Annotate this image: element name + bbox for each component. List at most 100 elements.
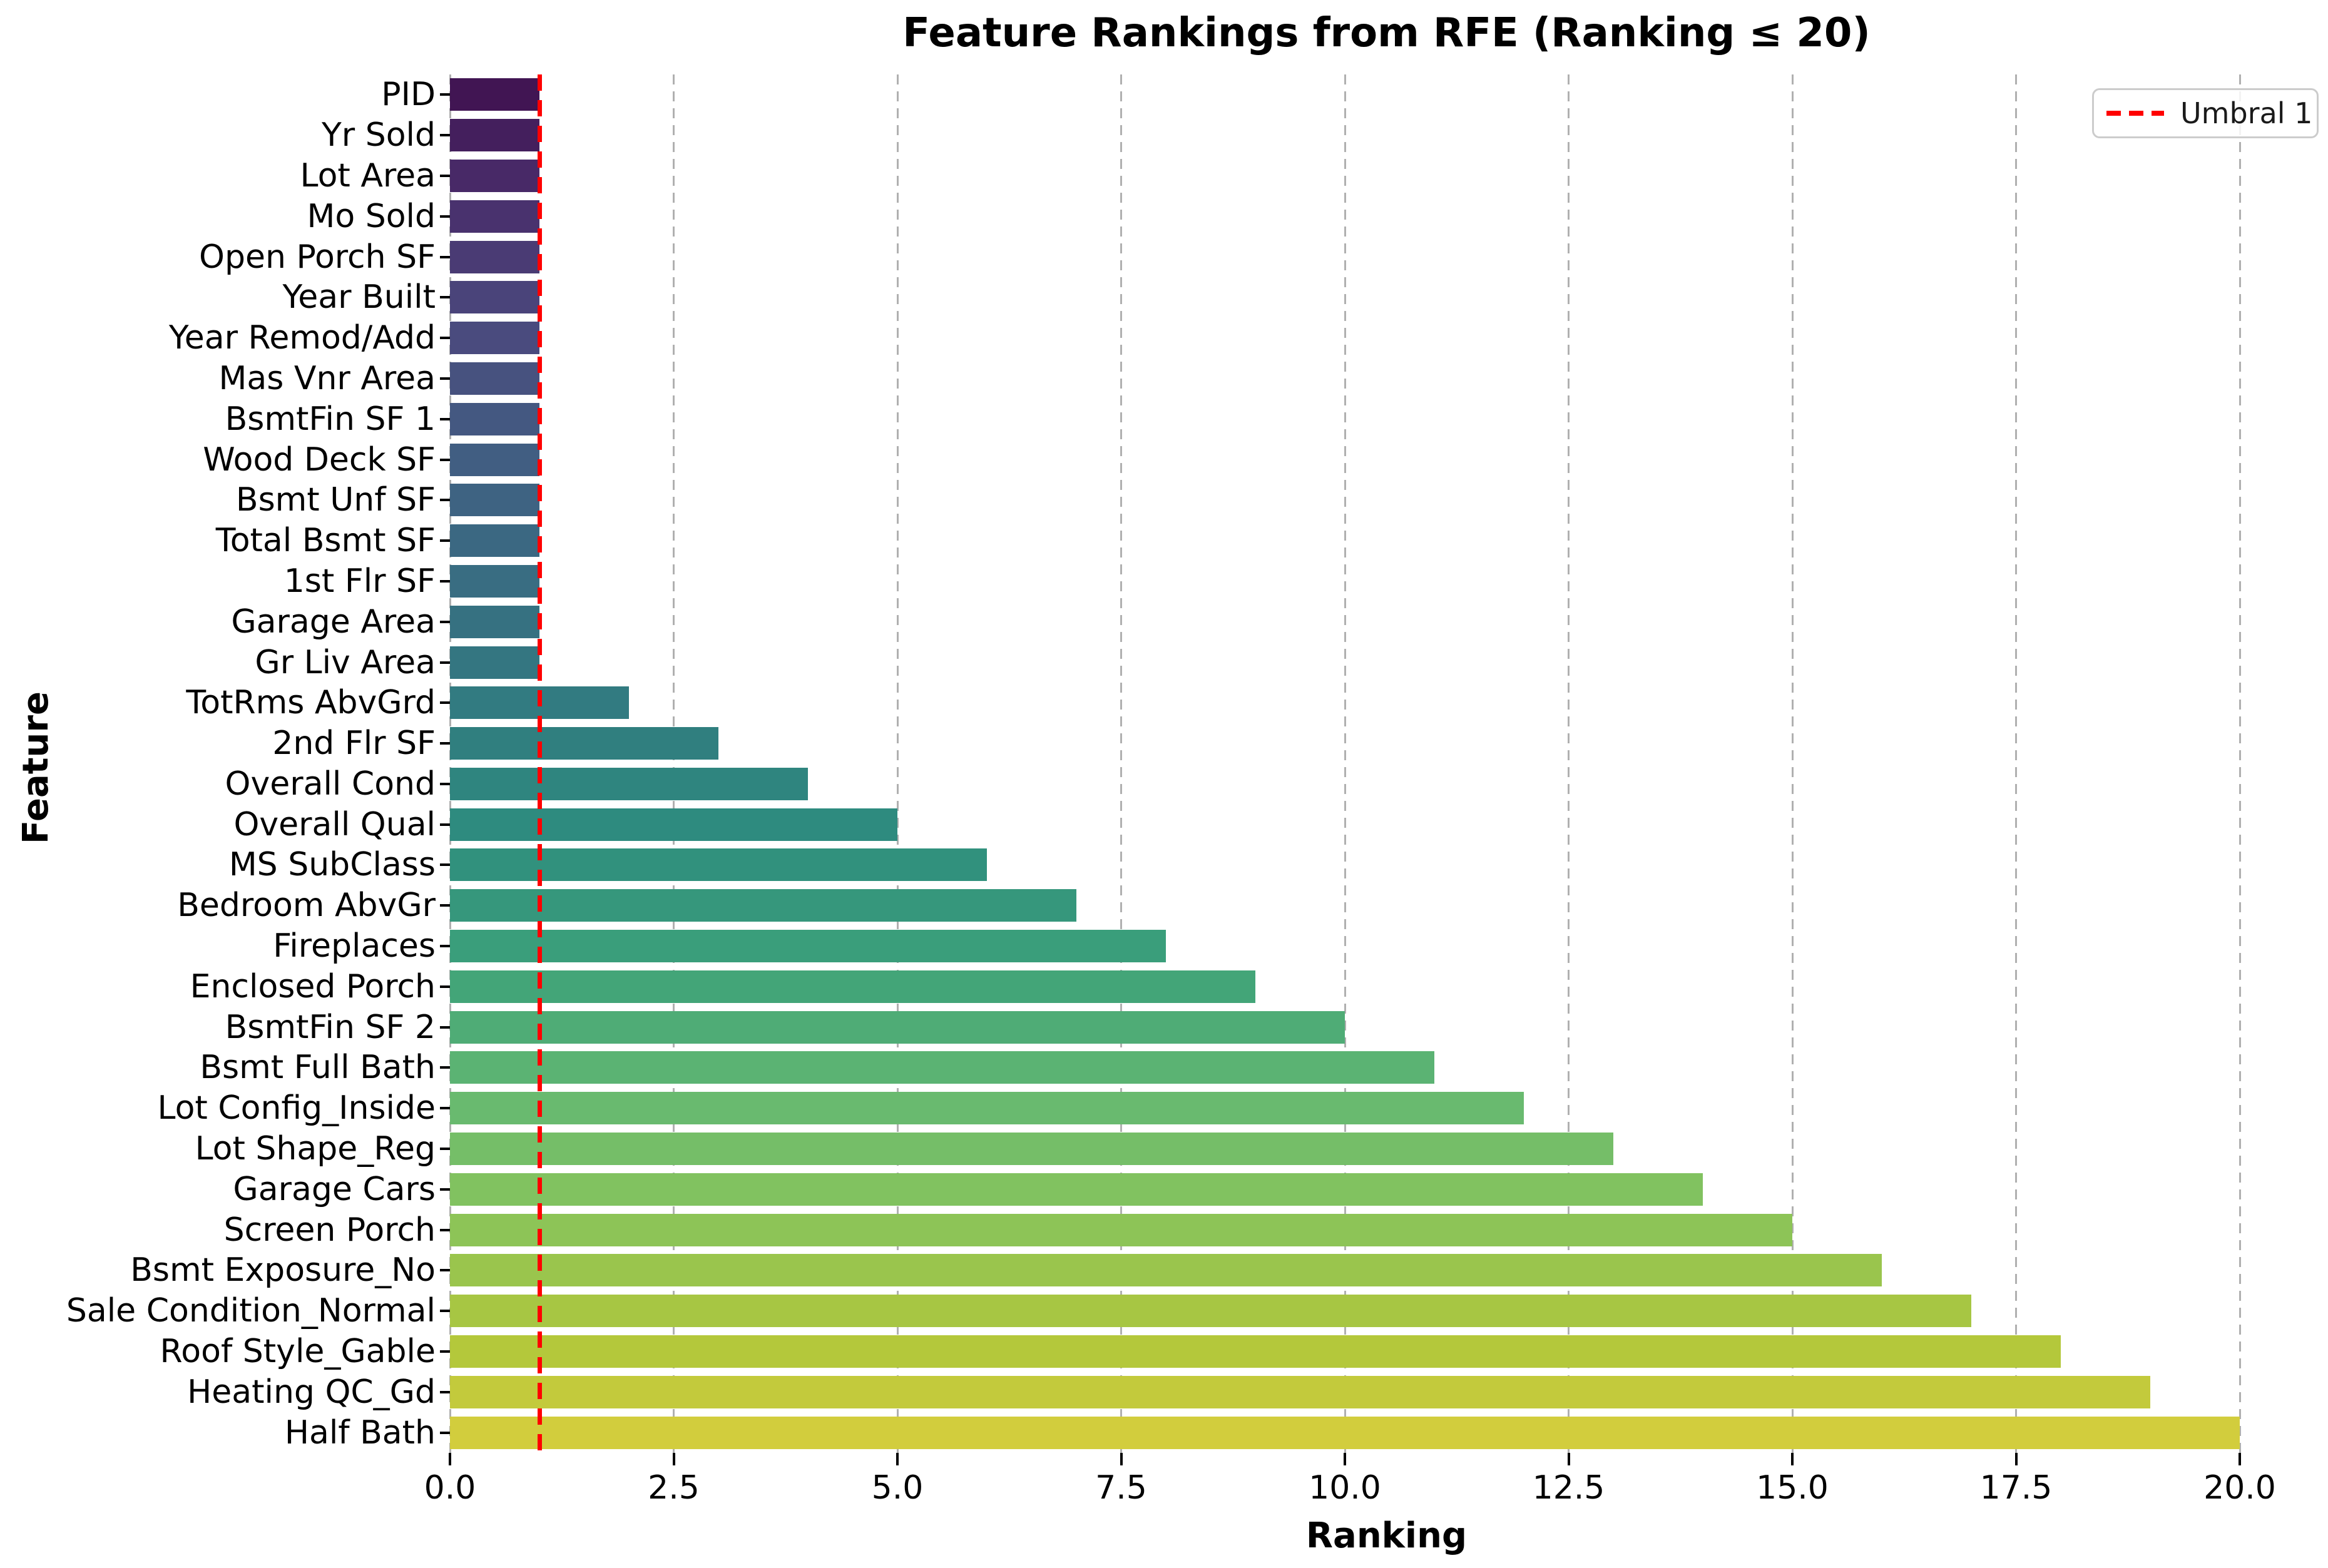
y-tick-label: Fireplaces [273, 927, 436, 965]
y-tick-label: Bsmt Full Bath [200, 1049, 436, 1087]
bar [450, 240, 539, 273]
bar [450, 1295, 1971, 1328]
bar [450, 1092, 1524, 1125]
x-tick-label: 12.5 [1532, 1469, 1605, 1507]
y-tick-mark [440, 1350, 450, 1353]
y-tick-mark [440, 134, 450, 137]
bar [450, 362, 539, 395]
y-tick-mark [440, 579, 450, 583]
y-tick-label: 1st Flr SF [283, 562, 436, 600]
x-tick-mark [1344, 1453, 1346, 1465]
y-tick-label: Screen Porch [223, 1211, 436, 1249]
bar [450, 1254, 1882, 1287]
bar [450, 767, 808, 800]
bar [450, 1213, 1792, 1246]
legend-label: Umbral 1 [2180, 96, 2313, 130]
y-tick-label: Bsmt Exposure_No [130, 1251, 436, 1290]
y-tick-label: Garage Cars [233, 1170, 436, 1208]
plot-area [449, 74, 2323, 1453]
y-tick-mark [440, 93, 450, 96]
bar [450, 78, 539, 111]
y-tick-label: Heating QC_Gd [187, 1373, 436, 1411]
y-tick-label: TotRms AbvGrd [186, 684, 436, 722]
y-tick-mark [440, 782, 450, 785]
y-tick-label: Sale Condition_Normal [66, 1292, 436, 1330]
bar [450, 1173, 1703, 1206]
y-tick-mark [440, 823, 450, 826]
bar [450, 1335, 2061, 1368]
y-tick-mark [440, 337, 450, 340]
x-gridline [1344, 74, 1346, 1453]
y-tick-label: PID [381, 76, 436, 114]
bar [450, 322, 539, 355]
bar [450, 564, 539, 598]
chart-title: Feature Rankings from RFE (Ranking ≤ 20) [902, 10, 1871, 56]
bar [450, 1416, 2240, 1449]
x-tick-mark [1120, 1453, 1123, 1465]
y-tick-label: Open Porch SF [199, 238, 436, 276]
y-tick-mark [440, 1269, 450, 1272]
x-tick-label: 7.5 [1095, 1469, 1147, 1507]
y-tick-mark [440, 1228, 450, 1231]
y-tick-mark [440, 661, 450, 664]
y-tick-label: Lot Area [300, 156, 436, 195]
bar [450, 200, 539, 233]
y-tick-label: MS SubClass [228, 846, 436, 884]
bar [450, 1051, 1434, 1084]
y-tick-label: Half Bath [284, 1413, 436, 1452]
x-tick-mark [896, 1453, 899, 1465]
bar [450, 970, 1255, 1003]
y-tick-mark [440, 1026, 450, 1029]
y-tick-label: Year Remod/Add [168, 319, 436, 357]
y-tick-mark [440, 215, 450, 218]
x-axis-label: Ranking [1305, 1515, 1468, 1556]
bar [450, 646, 539, 679]
y-tick-label: Yr Sold [322, 116, 436, 155]
bar [450, 159, 539, 192]
y-tick-label: Wood Deck SF [203, 440, 436, 479]
bar [450, 281, 539, 314]
y-tick-mark [440, 1390, 450, 1393]
x-tick-mark [672, 1453, 675, 1465]
y-tick-mark [440, 904, 450, 907]
y-tick-mark [440, 742, 450, 745]
x-tick-label: 17.5 [1979, 1469, 2053, 1507]
y-tick-label: BsmtFin SF 2 [225, 1008, 436, 1046]
bar [450, 808, 897, 841]
x-tick-label: 0.0 [424, 1469, 476, 1507]
x-tick-label: 20.0 [2203, 1469, 2276, 1507]
bar [450, 402, 539, 435]
x-gridline [673, 74, 675, 1453]
bar [450, 524, 539, 557]
y-tick-mark [440, 255, 450, 258]
bar [450, 889, 1076, 922]
x-tick-label: 15.0 [1756, 1469, 1829, 1507]
x-tick-label: 2.5 [648, 1469, 700, 1507]
bar [450, 443, 539, 476]
y-tick-mark [440, 985, 450, 988]
x-gridline [1120, 74, 1122, 1453]
bar [450, 119, 539, 152]
x-gridline [2015, 74, 2017, 1453]
y-tick-label: Lot Shape_Reg [195, 1130, 436, 1168]
x-gridline [449, 74, 451, 1453]
y-tick-mark [440, 1066, 450, 1069]
y-tick-mark [440, 701, 450, 705]
x-tick-mark [449, 1453, 451, 1465]
y-tick-mark [440, 377, 450, 380]
legend: Umbral 1 [2092, 88, 2319, 138]
x-tick-mark [2014, 1453, 2018, 1465]
bar [450, 1375, 2150, 1408]
y-tick-mark [440, 1107, 450, 1110]
y-tick-label: Bsmt Unf SF [235, 481, 436, 519]
x-tick-label: 5.0 [871, 1469, 924, 1507]
y-tick-mark [440, 620, 450, 623]
y-tick-mark [440, 417, 450, 420]
bar [450, 727, 718, 760]
bar [450, 605, 539, 638]
y-tick-mark [440, 174, 450, 177]
y-tick-mark [440, 499, 450, 502]
y-tick-mark [440, 539, 450, 542]
y-tick-label: 2nd Flr SF [272, 725, 436, 763]
y-tick-label: Enclosed Porch [190, 967, 436, 1005]
